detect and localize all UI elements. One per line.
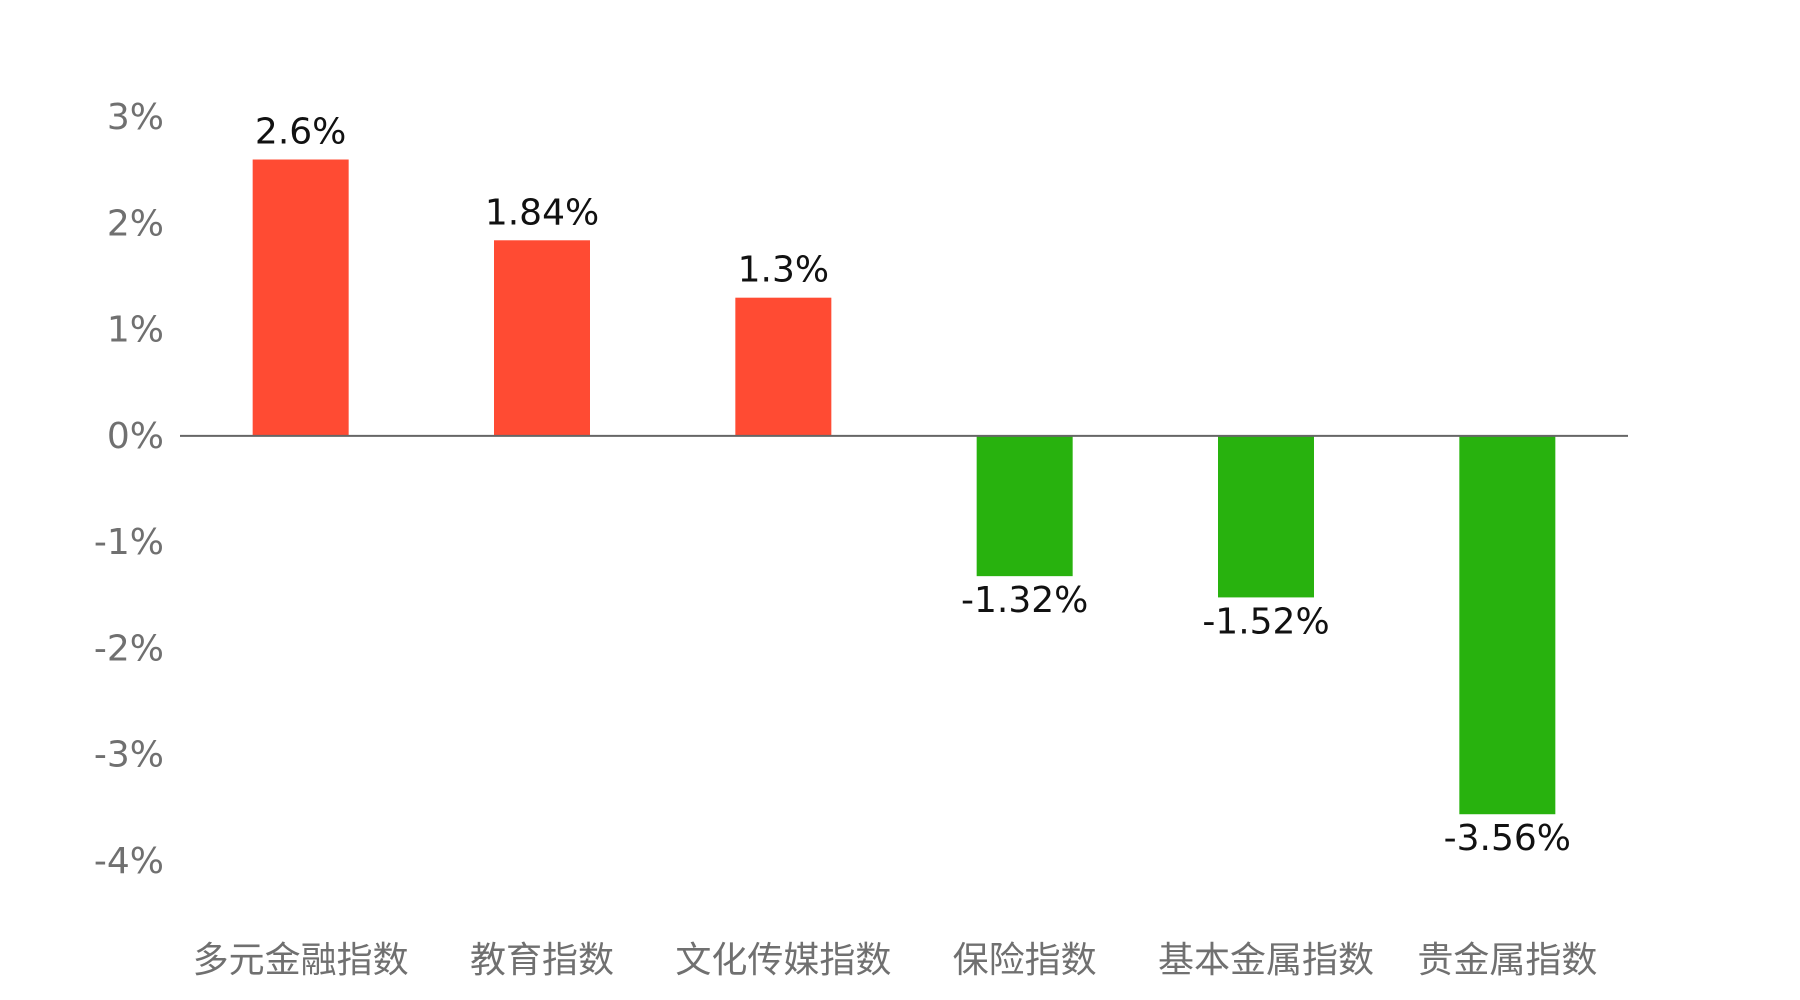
y-tick-label: 2% (107, 203, 164, 244)
y-tick-label: 3% (107, 97, 164, 138)
data-label: -3.56% (1444, 818, 1571, 859)
y-tick-label: 0% (107, 416, 164, 457)
data-label: -1.32% (961, 580, 1088, 621)
bar (1459, 435, 1556, 815)
y-tick-label: -4% (94, 841, 164, 882)
data-label: 1.3% (738, 250, 829, 291)
x-tick-label: 文化传媒指数 (675, 940, 891, 981)
bar (1218, 435, 1314, 598)
y-tick-label: -3% (94, 735, 164, 776)
x-tick-label: 教育指数 (470, 940, 614, 981)
bar (252, 159, 349, 436)
x-axis: 多元金融指数 教育指数 文化传媒指数 保险指数 基本金属指数 贵金属指数 (193, 940, 1598, 981)
data-label: 2.6% (255, 112, 346, 153)
y-tick-label: -2% (94, 628, 164, 669)
data-labels: 2.6% 1.84% 1.3% -1.32% -1.52% -3.56% (255, 112, 1571, 860)
data-label: 1.84% (485, 192, 599, 233)
bar (494, 240, 590, 436)
bar (735, 297, 832, 436)
data-label: -1.52% (1202, 601, 1329, 642)
x-tick-label: 保险指数 (953, 940, 1097, 981)
y-axis: 3% 2% 1% 0% -1% -2% -3% -4% (94, 97, 164, 882)
x-tick-label: 多元金融指数 (193, 940, 409, 981)
x-tick-label: 贵金属指数 (1417, 940, 1597, 981)
y-tick-label: 1% (107, 310, 164, 351)
bar (976, 435, 1073, 577)
x-tick-label: 基本金属指数 (1158, 940, 1374, 981)
bars (252, 159, 1556, 815)
y-tick-label: -1% (94, 522, 164, 563)
